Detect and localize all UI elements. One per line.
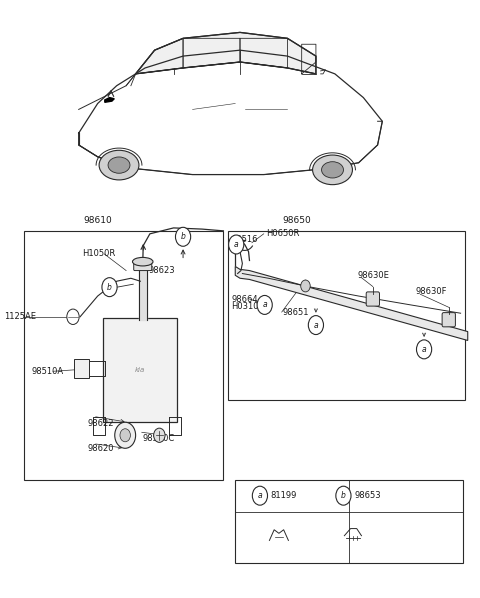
Text: 1125AE: 1125AE xyxy=(4,312,36,321)
Circle shape xyxy=(115,422,136,448)
Bar xyxy=(24,231,223,480)
Polygon shape xyxy=(105,97,114,102)
Text: a: a xyxy=(258,491,262,500)
Text: 98630F: 98630F xyxy=(416,288,447,297)
Circle shape xyxy=(154,428,165,443)
Circle shape xyxy=(308,316,324,334)
Text: 98653: 98653 xyxy=(355,491,382,500)
FancyBboxPatch shape xyxy=(442,313,456,327)
FancyBboxPatch shape xyxy=(74,359,89,379)
FancyBboxPatch shape xyxy=(103,318,178,422)
Ellipse shape xyxy=(99,150,139,180)
Text: a: a xyxy=(234,240,239,249)
Ellipse shape xyxy=(132,257,153,266)
Text: 98510A: 98510A xyxy=(31,367,63,376)
Text: a: a xyxy=(313,321,318,329)
Text: 98622: 98622 xyxy=(87,419,114,428)
Text: H0650R: H0650R xyxy=(266,229,300,239)
Circle shape xyxy=(417,340,432,359)
Text: b: b xyxy=(180,232,185,242)
Text: 98650: 98650 xyxy=(283,216,312,225)
Text: H0310R: H0310R xyxy=(231,302,265,311)
Circle shape xyxy=(120,429,131,442)
Circle shape xyxy=(336,486,351,505)
Ellipse shape xyxy=(322,161,344,178)
Text: 98516: 98516 xyxy=(231,234,258,243)
Text: 98520C: 98520C xyxy=(143,434,175,443)
Polygon shape xyxy=(136,32,316,74)
Text: a: a xyxy=(422,345,426,354)
Circle shape xyxy=(67,309,79,325)
Text: 98630E: 98630E xyxy=(358,271,390,280)
Circle shape xyxy=(102,277,117,297)
Circle shape xyxy=(301,280,310,292)
Circle shape xyxy=(176,227,191,246)
Circle shape xyxy=(257,295,272,315)
Text: 98610: 98610 xyxy=(84,216,112,225)
Text: 98623: 98623 xyxy=(149,266,176,275)
Circle shape xyxy=(252,486,267,505)
Text: b: b xyxy=(341,491,346,500)
FancyBboxPatch shape xyxy=(366,292,380,306)
Text: 98651: 98651 xyxy=(283,307,309,316)
Text: 98620: 98620 xyxy=(87,444,114,453)
Text: 81199: 81199 xyxy=(271,491,297,500)
Text: a: a xyxy=(263,300,267,309)
Ellipse shape xyxy=(312,155,352,185)
Bar xyxy=(235,480,463,563)
Circle shape xyxy=(228,235,244,254)
Ellipse shape xyxy=(108,157,130,173)
Polygon shape xyxy=(235,267,468,340)
Text: b: b xyxy=(107,283,112,292)
Text: 98664: 98664 xyxy=(231,294,258,304)
Bar xyxy=(228,231,466,399)
FancyBboxPatch shape xyxy=(134,260,152,270)
Text: H1050R: H1050R xyxy=(83,249,116,258)
Text: kia: kia xyxy=(135,367,145,373)
